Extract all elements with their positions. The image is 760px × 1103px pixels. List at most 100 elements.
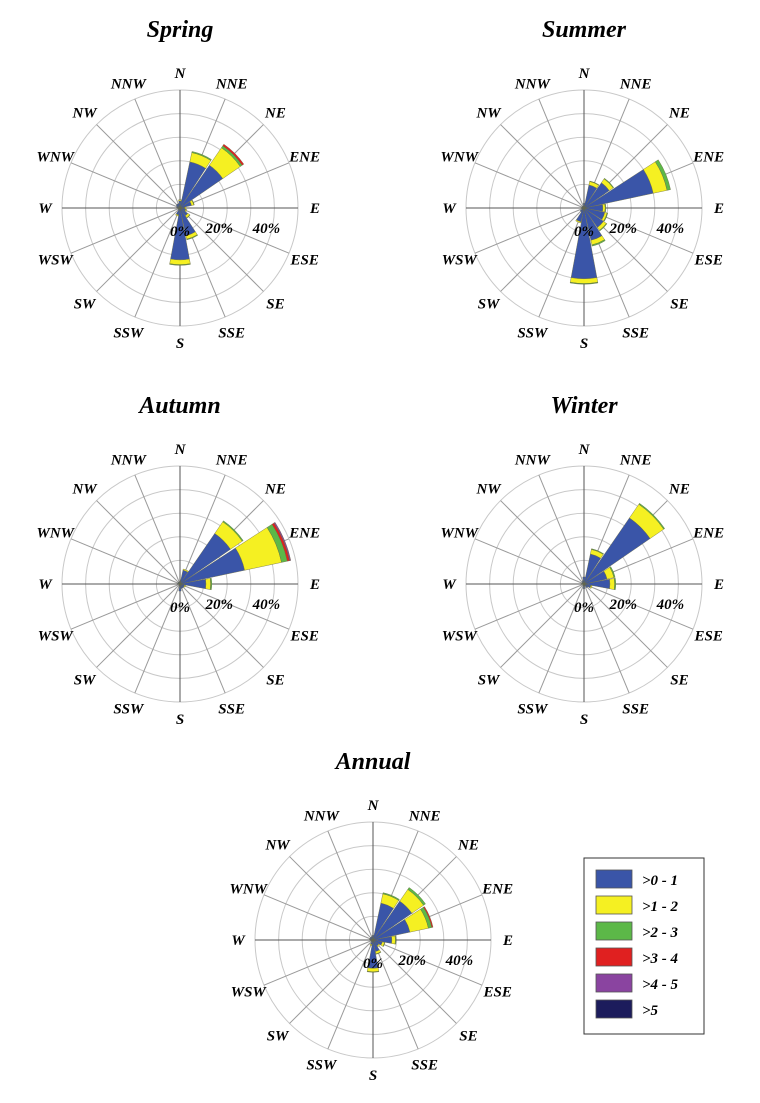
spoke-wsw — [474, 583, 585, 630]
radial-tick-label: 0% — [574, 224, 594, 240]
direction-label-e: E — [309, 577, 320, 593]
wedge-spring-n-bin-1 — [178, 199, 182, 202]
direction-label-n: N — [174, 66, 187, 82]
wedge-winter-e-bin-2 — [613, 577, 617, 591]
direction-label-sw: SW — [267, 1028, 290, 1044]
spoke-wsw — [263, 939, 374, 986]
spoke-se — [179, 207, 264, 292]
direction-label-s: S — [580, 712, 588, 728]
spoke-wnw — [474, 538, 585, 585]
wedge-spring-sse-bin-2 — [186, 234, 199, 241]
wedge-winter-s-bin-0 — [582, 583, 586, 589]
legend-label: >4 - 5 — [642, 977, 679, 993]
direction-label-nne: NNE — [619, 76, 652, 92]
spoke-sw — [96, 207, 181, 292]
legend-swatch — [595, 947, 633, 967]
radial-tick-label: 40% — [252, 221, 281, 237]
wedge-annual-se-bin-1 — [376, 943, 381, 948]
direction-label-s: S — [580, 336, 588, 352]
direction-label-ne: NE — [668, 482, 690, 498]
spoke-wnw — [474, 162, 585, 209]
wedge-autumn-ene-bin-4 — [273, 522, 292, 561]
wedge-spring-ene-bin-2 — [191, 199, 195, 206]
legend-swatch — [595, 973, 633, 993]
spoke-se — [179, 583, 264, 668]
wedge-winter-ne-bin-2 — [638, 503, 665, 530]
spoke-ene — [179, 162, 290, 209]
spoke-ssw — [327, 939, 374, 1050]
direction-label-sw: SW — [74, 672, 97, 688]
spoke-ese — [179, 583, 290, 630]
direction-label-ssw: SSW — [113, 702, 145, 718]
spoke-nnw — [538, 98, 585, 209]
direction-label-ssw: SSW — [306, 1058, 338, 1074]
direction-label-nnw: NNW — [110, 452, 148, 468]
legend-label: >1 - 2 — [642, 899, 679, 915]
direction-label-n: N — [367, 798, 380, 814]
direction-label-se: SE — [670, 296, 688, 312]
direction-label-w: W — [442, 577, 457, 593]
wedge-spring-s-bin-2 — [169, 263, 191, 266]
wedge-autumn-e-bin-1 — [205, 578, 211, 590]
spoke-ssw — [538, 583, 585, 694]
direction-label-wsw: WSW — [38, 629, 75, 645]
wind-rose-autumn: Autumn N NNE NE ENE E ESE SE SSE S SSW SW WSW W WNW NW N… — [37, 393, 321, 728]
wedge-summer-nnw-bin-0 — [582, 205, 585, 209]
spoke-wnw — [70, 538, 181, 585]
wedge-summer-e-bin-1 — [602, 203, 606, 213]
direction-label-wsw: WSW — [38, 253, 75, 269]
direction-label-w: W — [38, 577, 53, 593]
spoke-sse — [179, 583, 226, 694]
legend: >0 - 1 >1 - 2 >2 - 3 >3 - 4 >4 - 5 >5 — [583, 857, 705, 1035]
wind-rose-annual: Annual N NNE NE ENE E ESE SE SSE S SSW SW WSW W WNW NW N… — [230, 749, 514, 1084]
radial-tick-label: 20% — [204, 221, 233, 237]
direction-label-nnw: NNW — [110, 76, 148, 92]
direction-label-sse: SSE — [218, 702, 245, 718]
direction-label-nw: NW — [264, 838, 291, 854]
spoke-sse — [583, 583, 630, 694]
wedge-annual-nnw-bin-0 — [370, 936, 374, 941]
spoke-wsw — [70, 207, 181, 254]
direction-label-w: W — [38, 201, 53, 217]
wedge-autumn-nnw-bin-0 — [178, 581, 181, 585]
direction-label-ese: ESE — [290, 253, 319, 269]
wedge-annual-ssw-bin-1 — [369, 943, 373, 947]
direction-label-nw: NW — [475, 106, 502, 122]
direction-label-wsw: WSW — [231, 985, 268, 1001]
direction-label-nne: NNE — [215, 452, 248, 468]
spoke-nw — [96, 124, 181, 209]
direction-label-nnw: NNW — [514, 76, 552, 92]
direction-label-nw: NW — [71, 106, 98, 122]
legend-label: >5 — [642, 1003, 659, 1019]
direction-label-e: E — [309, 201, 320, 217]
direction-label-s: S — [369, 1068, 377, 1084]
radial-tick-label: 40% — [656, 597, 685, 613]
wedge-summer-ssw-bin-1 — [575, 219, 582, 224]
legend-label: >2 - 3 — [642, 925, 679, 941]
wedge-annual-e-bin-1 — [391, 935, 396, 945]
direction-label-ne: NE — [668, 106, 690, 122]
direction-label-se: SE — [266, 296, 284, 312]
spoke-ese — [372, 939, 483, 986]
legend-swatch — [595, 895, 633, 915]
spoke-sw — [289, 939, 374, 1024]
direction-label-ese: ESE — [694, 253, 723, 269]
direction-label-nne: NNE — [619, 452, 652, 468]
wedge-spring-nne-bin-2 — [191, 151, 212, 161]
direction-label-ene: ENE — [288, 149, 320, 165]
spoke-sw — [500, 583, 585, 668]
wedge-winter-ese-bin-1 — [589, 585, 593, 589]
direction-label-w: W — [231, 933, 246, 949]
chart-title-annual: Annual — [334, 749, 411, 775]
wedge-winter-e-bin-1 — [609, 578, 615, 590]
wedge-spring-se-bin-2 — [186, 214, 191, 219]
spoke-ssw — [538, 207, 585, 318]
radial-tick-label: 0% — [170, 600, 190, 616]
wedge-annual-nne-bin-2 — [382, 892, 400, 901]
spoke-ssw — [134, 583, 181, 694]
direction-label-ne: NE — [264, 482, 286, 498]
direction-label-nw: NW — [71, 482, 98, 498]
wedge-annual-ese-bin-2 — [382, 942, 386, 947]
direction-label-e: E — [502, 933, 513, 949]
